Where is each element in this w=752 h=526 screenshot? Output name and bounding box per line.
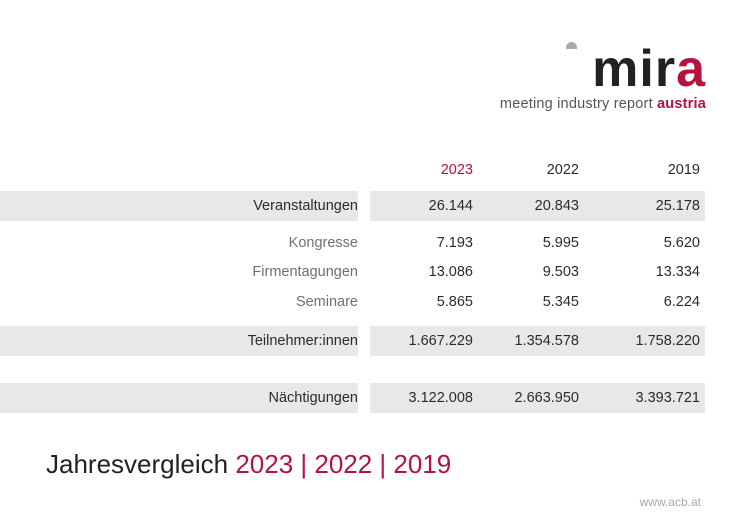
row-divider [358,383,370,413]
page-title: Jahresvergleich 2023 | 2022 | 2019 [46,449,451,480]
page-title-main: Jahresvergleich [46,449,236,479]
logo-wordmark: mira [500,42,706,95]
cell-2019: 1.758.220 [635,333,700,349]
table-row-firmentagungen: Firmentagungen 13.086 9.503 13.334 [0,257,705,287]
column-header-2023: 2023 [440,162,473,178]
cell-2022: 9.503 [542,264,579,280]
table-row-seminare: Seminare 5.865 5.345 6.224 [0,287,705,317]
row-label: Kongresse [288,235,358,251]
cell-2022: 20.843 [534,198,579,214]
comparison-table: 2023 2022 2019 Veranstaltungen 26.144 20… [0,150,705,413]
cell-2023: 1.667.229 [408,333,473,349]
column-header-2019: 2019 [667,162,700,178]
mira-logo: mira meeting industry report austria [500,42,706,112]
website-url: www.acb.at [639,495,701,509]
table-header-row: 2023 2022 2019 [0,155,705,185]
row-label: Teilnehmer:innen [247,333,358,349]
logo-word-main: mir [592,40,677,98]
row-label: Firmentagungen [252,264,358,280]
cell-2019: 3.393.721 [635,390,700,406]
cell-2022: 5.995 [542,235,579,251]
cell-2023: 5.865 [436,294,473,310]
row-divider [358,191,370,221]
logo-tagline: meeting industry report austria [500,96,706,112]
cell-2023: 3.122.008 [408,390,473,406]
logo-tagline-main: meeting industry report [499,96,658,112]
cell-2019: 6.224 [663,294,700,310]
table-row-naechtigungen: Nächtigungen 3.122.008 2.663.950 3.393.7… [0,383,705,413]
cell-2019: 25.178 [655,198,700,214]
cell-2019: 13.334 [655,264,700,280]
page-title-years: 2023 | 2022 | 2019 [235,449,452,479]
logo-word-accent: a [676,40,706,98]
column-header-2022: 2022 [546,162,579,178]
cell-2023: 7.193 [436,235,473,251]
logo-tagline-accent: austria [657,96,706,112]
row-label: Seminare [295,294,358,310]
table-row-kongresse: Kongresse 7.193 5.995 5.620 [0,228,705,258]
table-row-veranstaltungen: Veranstaltungen 26.144 20.843 25.178 [0,191,705,221]
cell-2023: 13.086 [428,264,473,280]
row-label: Nächtigungen [268,390,359,406]
cell-2019: 5.620 [663,235,700,251]
table-row-teilnehmer: Teilnehmer:innen 1.667.229 1.354.578 1.7… [0,326,705,356]
cell-2023: 26.144 [428,198,473,214]
logo-tick-mark [565,42,577,49]
cell-2022: 2.663.950 [514,390,579,406]
cell-2022: 5.345 [542,294,579,310]
cell-2022: 1.354.578 [514,333,579,349]
row-label: Veranstaltungen [253,198,358,214]
row-divider [358,326,370,356]
